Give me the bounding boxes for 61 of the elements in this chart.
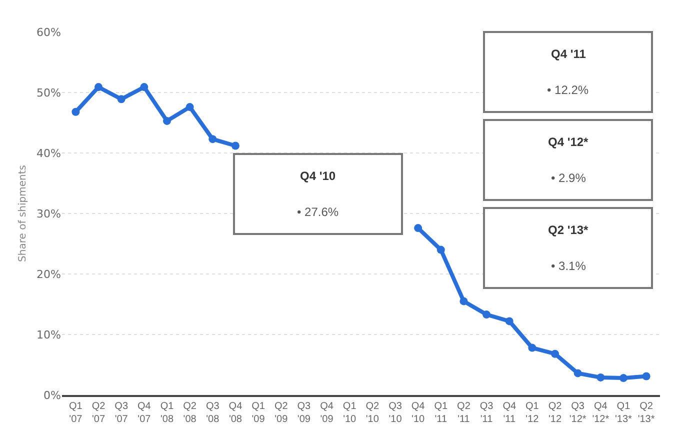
y-tick-label: 20%	[36, 268, 61, 281]
point	[460, 297, 468, 306]
x-tick-label: Q4 '08	[228, 401, 243, 425]
y-tick-label: 30%	[36, 207, 61, 220]
point	[505, 317, 514, 326]
point	[140, 83, 148, 92]
y-tick-label: 0%	[44, 388, 61, 402]
annotation: • 2.9%	[551, 171, 586, 185]
x-tick-label: Q2 '08	[183, 401, 197, 425]
x-tick-label: Q4 '11	[502, 401, 516, 425]
point	[436, 246, 445, 254]
point	[642, 372, 650, 380]
point	[528, 344, 536, 352]
x-tick-label: Q2 '11	[457, 401, 471, 425]
x-tick-label: Q4 '07	[138, 401, 152, 425]
x-tick-label: Q2 '09	[274, 401, 288, 425]
x-tick-label: Q4 '10	[411, 401, 426, 425]
x-tick-label: Q4 '12*	[592, 401, 610, 425]
annotation: • 12.2%	[547, 83, 589, 97]
x-tick-label: Q1 '12	[526, 401, 540, 425]
annotation: Q4 '10	[300, 169, 336, 183]
annotation: • 3.1%	[551, 259, 586, 273]
point	[231, 142, 240, 150]
x-tick-label: Q2 '10	[366, 401, 380, 425]
x-tick-label: Q4 '09	[320, 401, 334, 425]
point	[208, 135, 217, 144]
x-tick-label: Q2 '12	[548, 401, 562, 425]
point	[551, 350, 560, 358]
y-tick-label: 40%	[36, 146, 61, 160]
x-tick-label: Q1 '10	[342, 401, 357, 425]
x-tick-label: Q3 '11	[480, 401, 494, 425]
x-tick-label: Q1 '11	[434, 401, 448, 425]
x-tick-label: Q2 '13*	[638, 401, 655, 425]
point	[574, 369, 582, 378]
point	[117, 95, 126, 104]
point	[186, 103, 194, 112]
point	[72, 108, 80, 116]
x-tick-label: Q1 '13*	[615, 401, 632, 425]
y-axis-title: Share of shipments	[18, 165, 29, 262]
x-tick-label: Q3 '08	[206, 401, 220, 425]
x-tick-label: Q1 '07	[69, 401, 83, 425]
annotation: Q4 '11	[551, 47, 586, 61]
x-tick-label: Q3 '07	[114, 401, 128, 425]
x-tick-label: Q1 '09	[252, 401, 266, 425]
y-tick-label: 50%	[36, 86, 61, 100]
annotation: Q4 '12*	[548, 135, 589, 149]
x-tick-label: Q2 '07	[92, 401, 106, 425]
point	[414, 224, 422, 232]
y-tick-label: 10%	[36, 328, 61, 342]
x-tick-label: Q1 '08	[160, 401, 174, 425]
y-tick-label: 60%	[36, 26, 61, 39]
point	[162, 116, 171, 125]
x-tick-label: Q3 '10	[388, 401, 402, 425]
annotation: • 27.6%	[297, 205, 339, 219]
point	[482, 310, 491, 319]
annotation: Q2 '13*	[548, 223, 589, 237]
point	[94, 83, 103, 92]
point	[596, 373, 605, 382]
point	[619, 374, 628, 382]
x-tick-label: Q3 '12*	[569, 401, 586, 425]
x-tick-label: Q3 '09	[297, 401, 312, 425]
